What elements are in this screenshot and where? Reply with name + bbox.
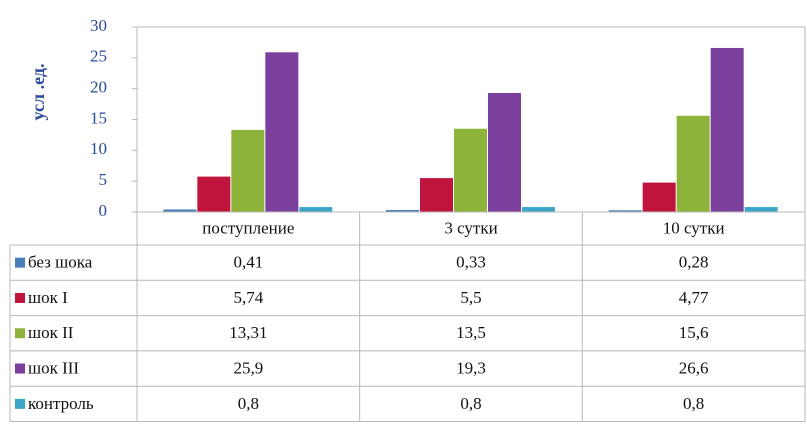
bar — [744, 207, 778, 212]
legend-key — [15, 328, 25, 339]
legend-label: шок I — [28, 288, 68, 307]
bar — [454, 128, 487, 212]
legend-key — [15, 257, 25, 268]
table-value: 13,31 — [229, 323, 267, 342]
y-tick-label: 0 — [99, 201, 108, 220]
bar — [522, 207, 555, 212]
table-value: 25,9 — [233, 358, 263, 377]
y-tick-label: 15 — [90, 108, 107, 127]
y-tick-label: 10 — [90, 139, 107, 158]
legend-label: без шока — [28, 253, 93, 272]
bar — [265, 52, 299, 213]
table-value: 19,3 — [456, 358, 486, 377]
table-value: 0,41 — [233, 253, 263, 272]
legend-key — [15, 398, 25, 409]
x-tick-label: 10 сутки — [663, 218, 725, 237]
y-tick-label: 5 — [99, 170, 108, 189]
bar — [231, 129, 265, 212]
table-value: 5,74 — [233, 288, 263, 307]
bar — [163, 209, 197, 212]
bar — [488, 92, 521, 212]
table-value: 15,6 — [679, 323, 709, 342]
bar — [676, 115, 710, 212]
legend-label: контроль — [28, 394, 94, 413]
table-value: 0,33 — [456, 253, 486, 272]
bar — [420, 178, 453, 212]
legend-key — [15, 292, 25, 303]
table-value: 0,8 — [238, 394, 259, 413]
legend-label: шок III — [28, 358, 79, 377]
y-axis-label: усл .ед. — [28, 64, 48, 121]
y-tick-label: 25 — [90, 47, 107, 66]
table-value: 0,8 — [683, 394, 704, 413]
bar — [608, 210, 642, 213]
y-tick-label: 20 — [90, 78, 107, 97]
table-value: 5,5 — [460, 288, 481, 307]
bar — [299, 207, 333, 212]
table-value: 0,28 — [679, 253, 709, 272]
bar — [386, 209, 419, 212]
table-value: 26,6 — [679, 358, 709, 377]
table-value: 4,77 — [679, 288, 709, 307]
table-value: 0,8 — [460, 394, 481, 413]
legend-key — [15, 363, 25, 374]
legend-label: шок II — [28, 323, 74, 342]
y-tick-label: 30 — [90, 16, 107, 35]
bar — [710, 47, 744, 212]
x-tick-label: 3 сутки — [444, 218, 497, 237]
bar — [642, 182, 676, 212]
bar — [197, 176, 231, 212]
table-value: 13,5 — [456, 323, 486, 342]
x-tick-label: поступление — [202, 218, 294, 237]
